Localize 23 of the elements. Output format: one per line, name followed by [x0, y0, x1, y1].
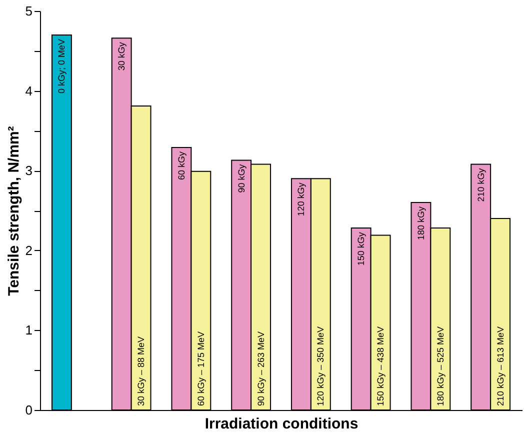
annotation: 30 kGy – 88 MeV [136, 336, 146, 406]
annotation: 120 kGy [296, 182, 306, 216]
annotation: 30 kGy [116, 42, 127, 71]
annotation: 150 kGy [356, 232, 366, 266]
annotation: 120 kGy – 350 MeV [316, 326, 326, 406]
annotation: 210 kGy – 613 MeV [495, 326, 506, 406]
annotation: 180 kGy – 525 MeV [435, 326, 446, 406]
y-tick-label: 4 [25, 83, 32, 98]
y-tick-label: 1 [25, 322, 32, 338]
annotation: 150 kGy – 438 MeV [376, 326, 386, 406]
annotation: 180 kGy [416, 206, 426, 240]
annotation: 90 kGy [236, 164, 246, 193]
annotation: 0 kGy; 0 MeV [56, 38, 67, 94]
annotation: 60 kGy – 175 MeV [196, 331, 206, 406]
y-tick-label: 5 [25, 4, 32, 18]
annotation: 210 kGy [476, 168, 486, 202]
y-tick-label: 2 [25, 242, 32, 258]
y-tick-label: 3 [25, 163, 32, 178]
x-axis-title: Irradiation conditions [204, 416, 358, 432]
annotation: 60 kGy [176, 150, 186, 180]
annotation: 90 kGy – 263 MeV [256, 331, 266, 406]
y-axis-title: Tensile strength, N/mm² [5, 126, 22, 296]
y-tick-label: 0 [25, 402, 32, 418]
